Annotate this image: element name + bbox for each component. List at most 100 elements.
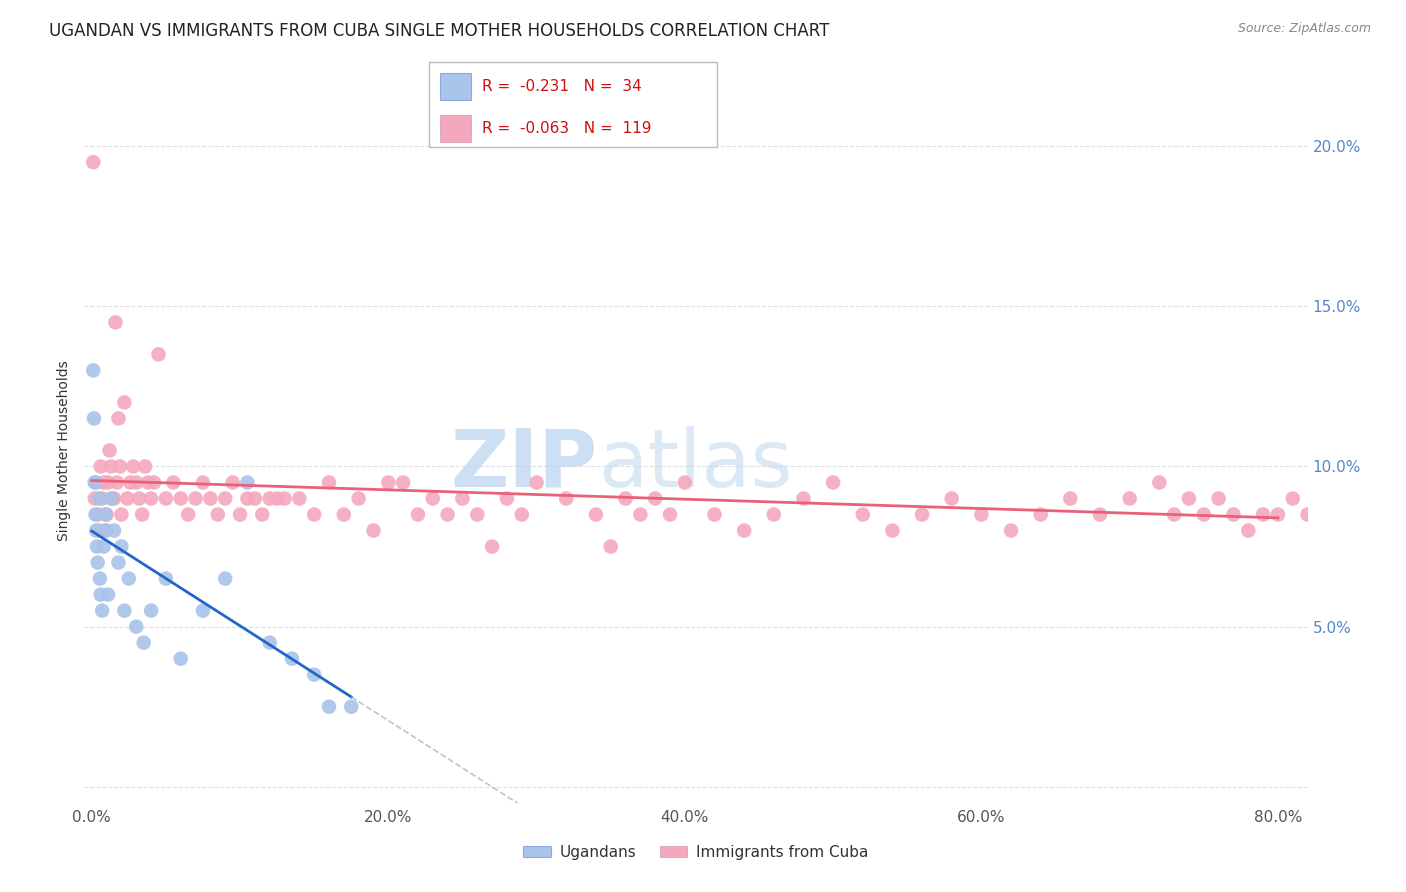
Point <box>377 475 399 490</box>
Point <box>941 491 963 506</box>
Point <box>139 491 162 506</box>
Point <box>128 491 150 506</box>
Point <box>465 508 488 522</box>
Point <box>1118 491 1140 506</box>
Point <box>823 475 845 490</box>
Point <box>288 491 311 506</box>
Point <box>496 491 519 506</box>
Point <box>1059 491 1081 506</box>
Point <box>347 491 370 506</box>
Point <box>155 491 177 506</box>
Point <box>136 475 159 490</box>
Point <box>82 155 104 169</box>
Point <box>673 475 696 490</box>
Point <box>659 508 682 522</box>
Point <box>1267 508 1289 522</box>
Point <box>1312 524 1334 538</box>
Point <box>318 699 340 714</box>
Point <box>259 635 281 649</box>
Point <box>125 619 148 633</box>
Point <box>259 491 281 506</box>
Point <box>120 475 142 490</box>
Point <box>733 524 755 538</box>
Text: atlas: atlas <box>598 425 793 504</box>
Text: R =  -0.231   N =  34: R = -0.231 N = 34 <box>482 78 643 94</box>
Point <box>84 475 107 490</box>
Text: UGANDAN VS IMMIGRANTS FROM CUBA SINGLE MOTHER HOUSEHOLDS CORRELATION CHART: UGANDAN VS IMMIGRANTS FROM CUBA SINGLE M… <box>49 22 830 40</box>
Point <box>83 475 105 490</box>
Point <box>139 604 162 618</box>
Point <box>436 508 458 522</box>
Point <box>91 604 114 618</box>
Point <box>644 491 666 506</box>
Point <box>122 459 145 474</box>
Point <box>555 491 578 506</box>
Point <box>90 588 112 602</box>
Point <box>406 508 429 522</box>
Point <box>131 508 153 522</box>
Point <box>762 508 785 522</box>
Point <box>84 508 107 522</box>
Point <box>89 524 111 538</box>
Point <box>104 315 127 329</box>
Point <box>148 347 170 361</box>
Point <box>1326 508 1348 522</box>
Point <box>214 572 236 586</box>
Point <box>105 475 128 490</box>
Point <box>1281 491 1303 506</box>
Point <box>221 475 243 490</box>
Point <box>91 491 114 506</box>
Point <box>302 667 325 681</box>
Point <box>191 475 214 490</box>
Point <box>103 524 125 538</box>
Point <box>451 491 474 506</box>
Point <box>1400 508 1406 522</box>
Point <box>207 508 229 522</box>
Point <box>510 508 533 522</box>
Point <box>90 459 112 474</box>
Point <box>911 508 934 522</box>
Point <box>340 699 363 714</box>
Point <box>134 459 156 474</box>
Point <box>162 475 184 490</box>
Point <box>132 635 155 649</box>
Point <box>82 363 104 377</box>
Point <box>970 508 993 522</box>
Point <box>318 475 340 490</box>
Point <box>1222 508 1244 522</box>
Text: Source: ZipAtlas.com: Source: ZipAtlas.com <box>1237 22 1371 36</box>
Point <box>84 524 107 538</box>
Point <box>792 491 814 506</box>
Point <box>112 604 135 618</box>
Point <box>363 524 385 538</box>
Point <box>281 651 304 665</box>
Point <box>236 491 259 506</box>
Point <box>1371 508 1393 522</box>
Point <box>89 572 111 586</box>
Point <box>252 508 274 522</box>
Point <box>143 475 166 490</box>
Point <box>107 411 129 425</box>
Point <box>94 508 117 522</box>
Point <box>118 572 141 586</box>
Point <box>214 491 236 506</box>
Point <box>703 508 725 522</box>
Point <box>200 491 222 506</box>
Point <box>96 508 118 522</box>
Text: R =  -0.063   N =  119: R = -0.063 N = 119 <box>482 121 652 136</box>
Point <box>1208 491 1230 506</box>
Point <box>1385 524 1406 538</box>
Point <box>243 491 266 506</box>
Point <box>422 491 444 506</box>
Point <box>86 540 108 554</box>
Point <box>392 475 415 490</box>
Point <box>97 475 120 490</box>
Point <box>170 651 193 665</box>
Point <box>107 556 129 570</box>
Point <box>191 604 214 618</box>
Point <box>481 540 503 554</box>
Point <box>184 491 207 506</box>
Point <box>585 508 607 522</box>
Point <box>110 540 132 554</box>
Point <box>526 475 548 490</box>
